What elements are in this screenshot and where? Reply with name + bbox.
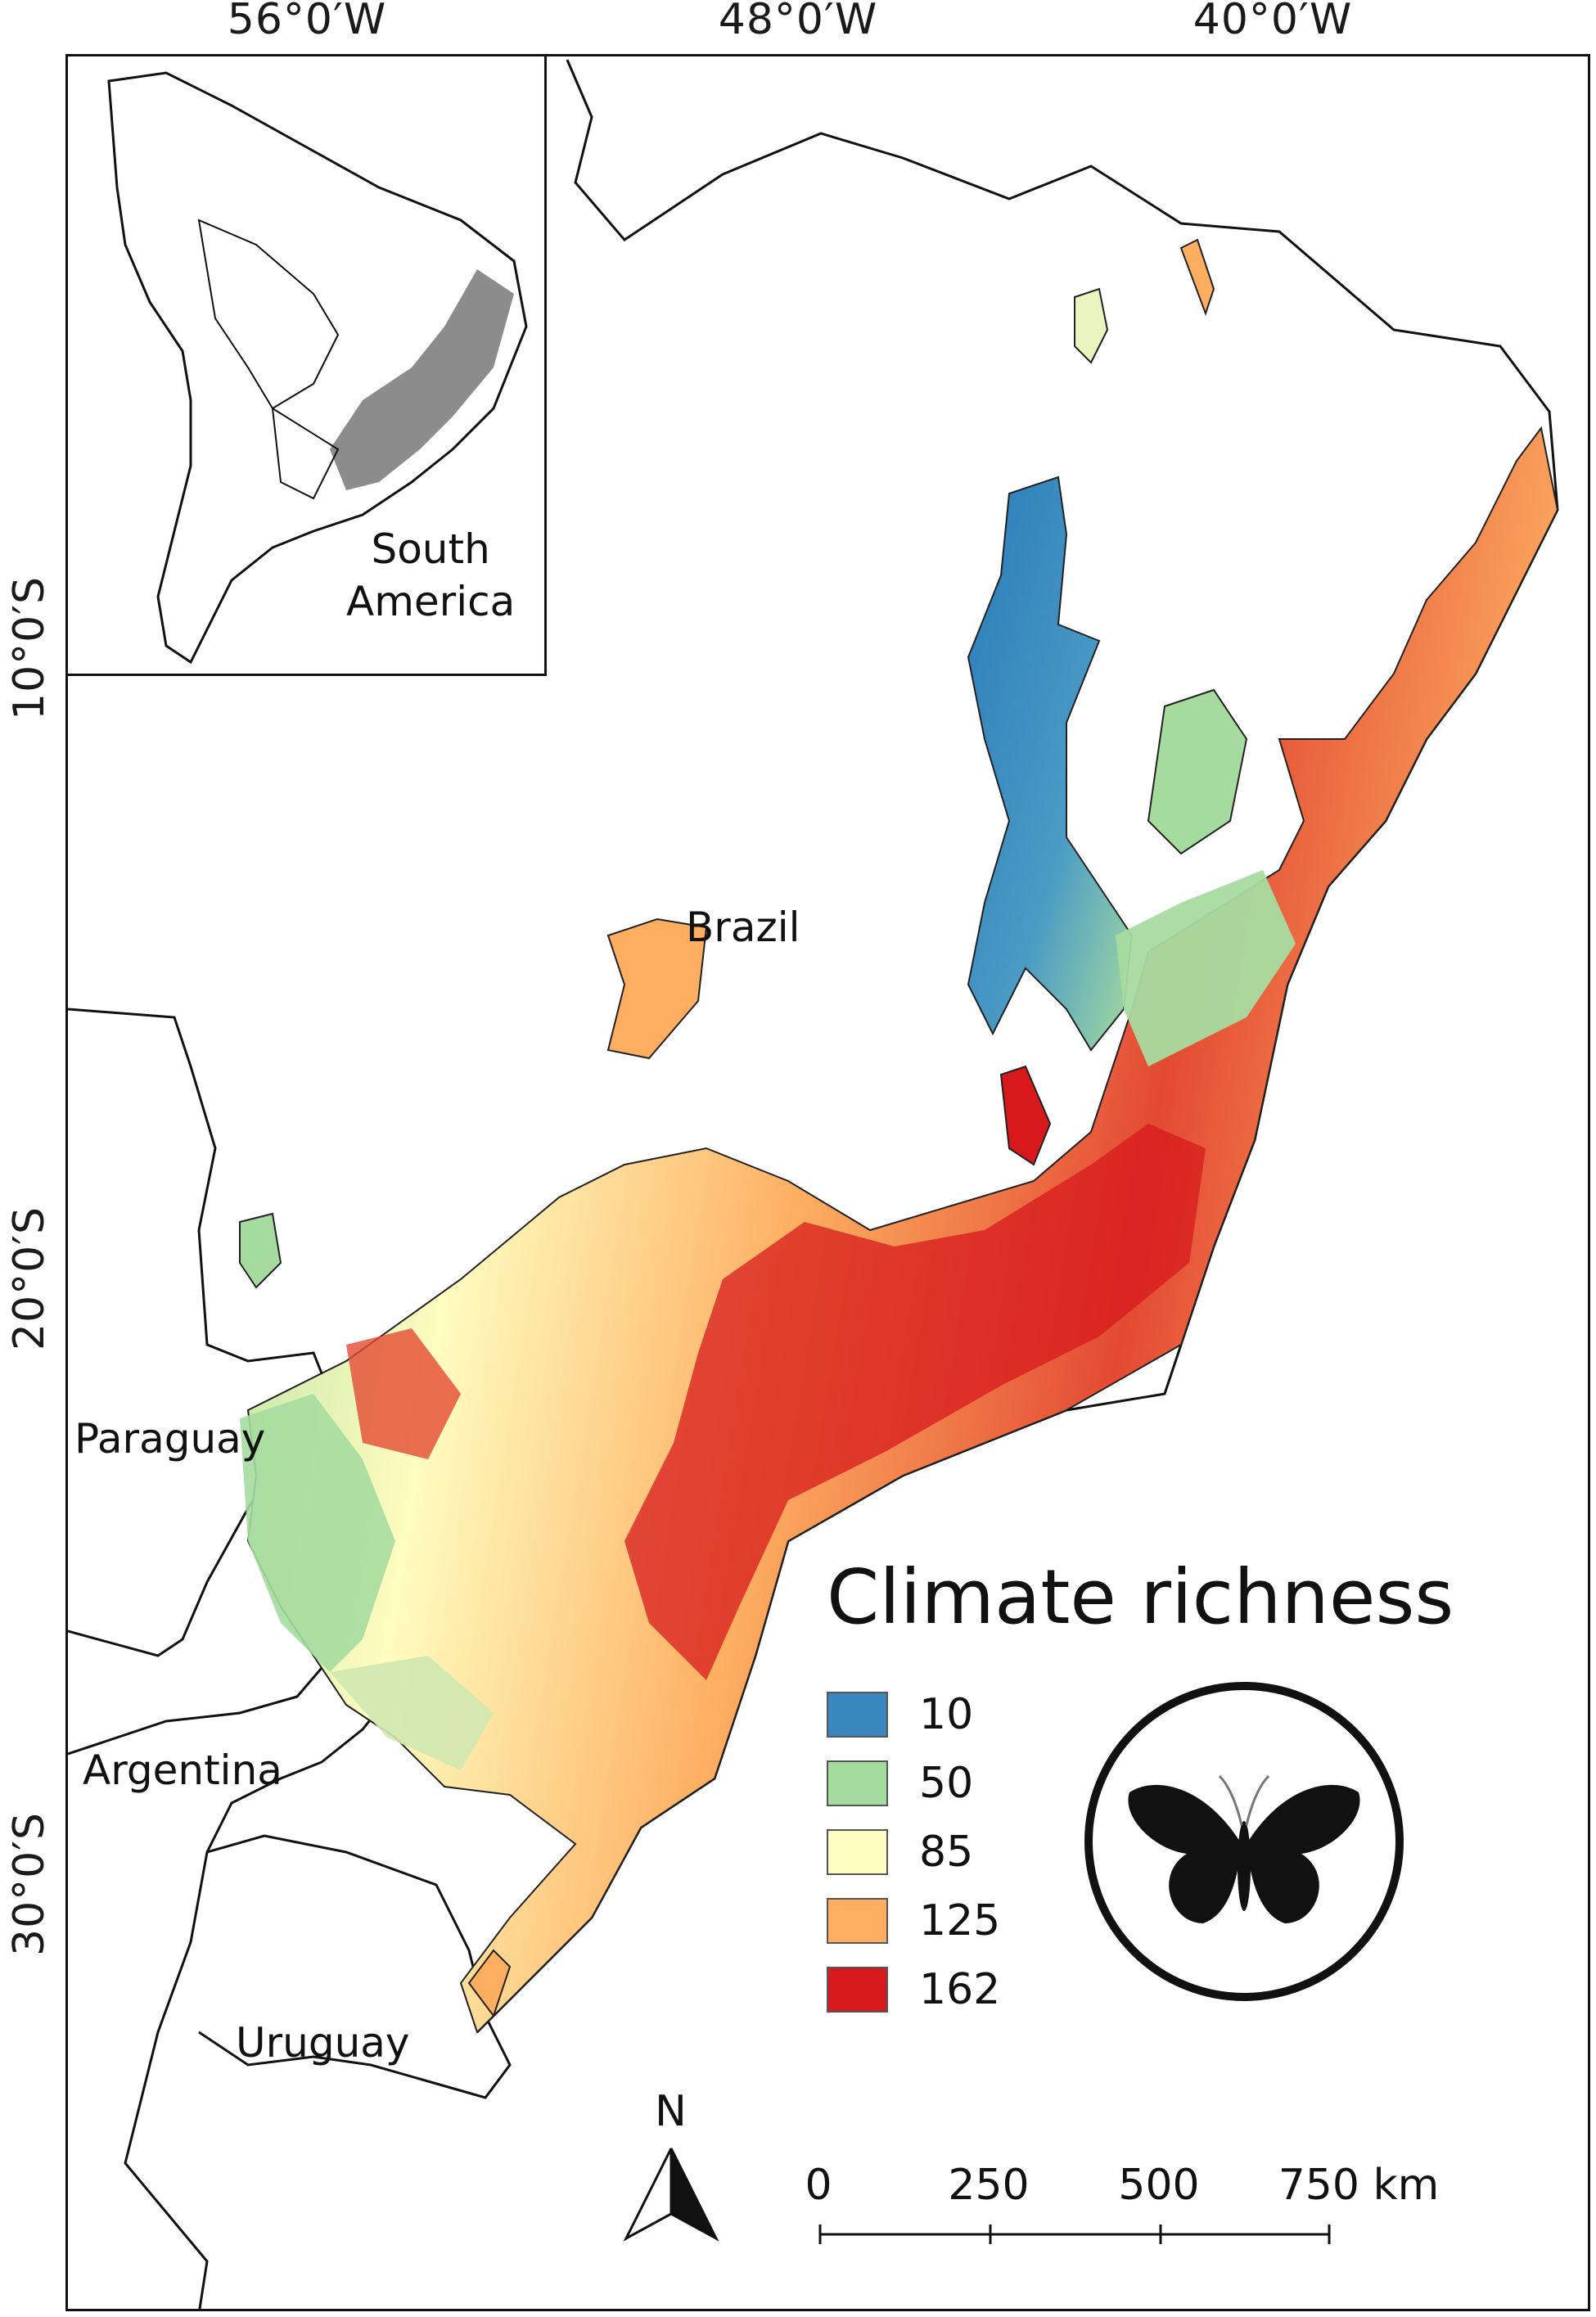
richness-low-interior xyxy=(967,476,1134,1052)
richness-mid-east xyxy=(1116,870,1296,1066)
latitude-label-20s: 20°0′S xyxy=(5,1206,54,1350)
north-label: N xyxy=(655,2087,687,2136)
legend-value: 85 xyxy=(919,1828,974,1877)
legend-value: 50 xyxy=(919,1759,974,1808)
scale-tick-label: 250 xyxy=(948,2161,1030,2210)
longitude-label-56w: 56°0′W xyxy=(227,0,387,44)
south-america-outline xyxy=(107,71,528,665)
scale-tick-label: 500 xyxy=(1118,2161,1200,2210)
label-uruguay: Uruguay xyxy=(236,2019,410,2067)
latitude-label-10s: 10°0′S xyxy=(5,575,54,720)
uruguay-border xyxy=(198,1834,512,2099)
legend-swatch xyxy=(827,1692,888,1738)
richness-west-high xyxy=(346,1328,461,1459)
scale-tick-label: 0 xyxy=(805,2161,832,2210)
richness-low-east xyxy=(1147,688,1248,855)
legend-item: 125 xyxy=(827,1896,1001,1945)
paraguay-border xyxy=(68,1007,331,1657)
richness-main-area xyxy=(246,426,1559,2034)
richness-southwest xyxy=(330,1656,494,1770)
legend-swatch xyxy=(827,1760,888,1806)
richness-core-high xyxy=(624,1124,1206,1680)
longitude-label-48w: 48°0′W xyxy=(718,0,878,44)
richness-patch-paraguay xyxy=(239,1212,282,1289)
legend-title: Climate richness xyxy=(827,1553,1454,1641)
scale-bar: 0 250 500 750 km xyxy=(805,2161,1439,2259)
legend-item: 10 xyxy=(827,1690,974,1739)
latitude-label-30s: 30°0′S xyxy=(5,1811,54,1956)
label-argentina: Argentina xyxy=(83,1747,282,1794)
inset-map: South America xyxy=(65,54,547,676)
scale-bar-line xyxy=(818,2225,1331,2244)
inset-label-line2: America xyxy=(346,578,516,625)
legend-value: 125 xyxy=(919,1896,1001,1945)
north-arrow-icon xyxy=(623,2148,719,2242)
richness-patch-mid xyxy=(606,917,708,1060)
legend-item: 85 xyxy=(827,1828,974,1877)
legend-value: 10 xyxy=(919,1690,974,1739)
richness-patch-north xyxy=(1074,287,1109,364)
legend-value: 162 xyxy=(919,1965,1001,2014)
legend-swatch xyxy=(827,1898,888,1944)
label-paraguay: Paraguay xyxy=(74,1415,266,1463)
main-map xyxy=(68,59,1559,2309)
longitude-label-40w: 40°0′W xyxy=(1192,0,1353,44)
legend-swatch xyxy=(827,1967,888,2013)
label-brazil: Brazil xyxy=(686,904,800,951)
richness-west-low xyxy=(240,1394,395,1672)
richness-patch-south xyxy=(467,1949,512,2018)
richness-patch-ne xyxy=(1179,238,1215,316)
richness-patch-inlet xyxy=(999,1065,1052,1166)
legend-swatch xyxy=(827,1829,888,1875)
butterfly-icon xyxy=(1084,1682,1404,2001)
legend-item: 162 xyxy=(827,1965,1001,2014)
inset-label-south-america: South America xyxy=(346,523,515,628)
scale-tick-label: 750 km xyxy=(1278,2161,1440,2210)
inset-label-line1: South xyxy=(371,525,490,573)
legend-item: 50 xyxy=(827,1759,974,1808)
